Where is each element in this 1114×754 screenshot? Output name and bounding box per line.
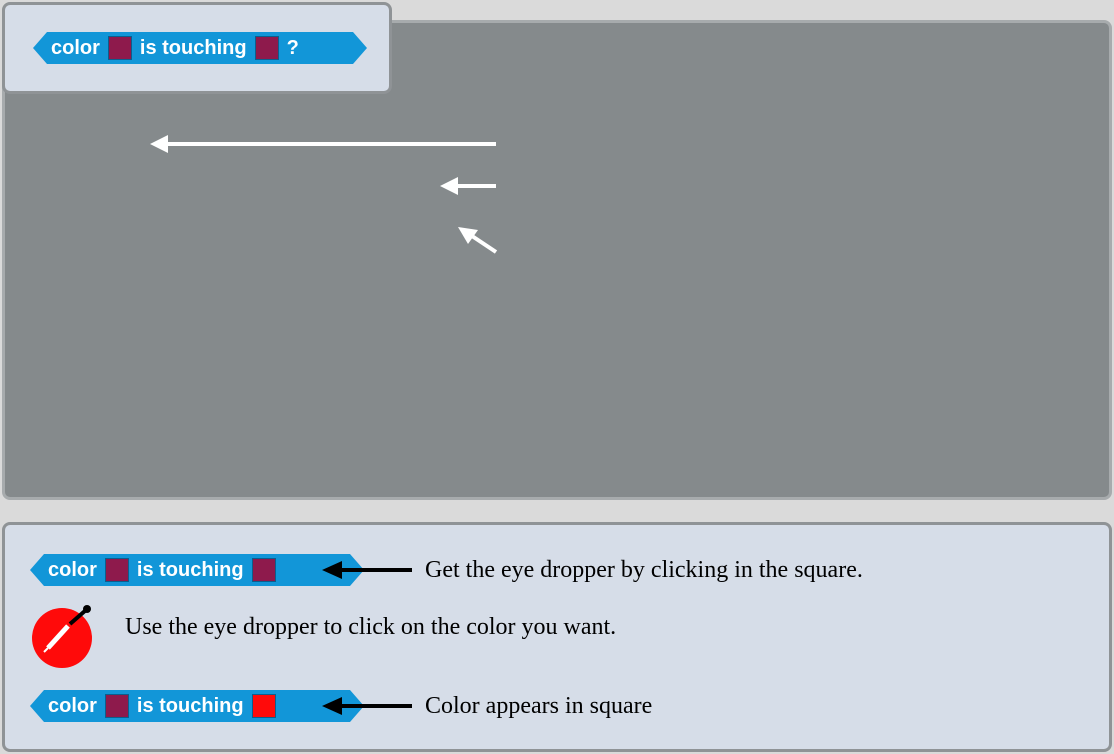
block-question: ? bbox=[286, 36, 299, 59]
step3-color-touching-block[interactable]: color is touching bbox=[30, 690, 364, 722]
step1-text: Get the eye dropper by clicking in the s… bbox=[425, 557, 863, 583]
color-swatch-a[interactable] bbox=[108, 36, 132, 60]
step1-arrow-icon bbox=[322, 561, 412, 579]
play-arrow-icon bbox=[458, 227, 498, 254]
step3-text: Color appears in square bbox=[425, 693, 653, 719]
block-word-color: color bbox=[48, 558, 97, 581]
color-touching-block[interactable]: color is touching ? bbox=[33, 32, 367, 64]
forever-arrow-icon bbox=[150, 135, 496, 153]
block-word-touching: is touching bbox=[136, 558, 244, 581]
step1-color-touching-block[interactable]: color is touching bbox=[30, 554, 364, 586]
title-card: color is touching ? bbox=[2, 2, 392, 94]
step3-arrow-icon bbox=[322, 697, 412, 715]
block-word-touching: is touching bbox=[136, 694, 244, 717]
if-arrow-icon bbox=[440, 177, 496, 195]
color-swatch-a[interactable] bbox=[105, 558, 129, 582]
block-word-color: color bbox=[48, 694, 97, 717]
color-swatch-a[interactable] bbox=[105, 694, 129, 718]
block-word-touching: is touching bbox=[139, 36, 247, 59]
color-swatch-b[interactable] bbox=[252, 694, 276, 718]
block-word-color: color bbox=[51, 36, 100, 59]
script-panel bbox=[2, 20, 1112, 500]
color-swatch-b[interactable] bbox=[255, 36, 279, 60]
eyedropper-icon[interactable] bbox=[30, 604, 96, 668]
color-swatch-b[interactable] bbox=[252, 558, 276, 582]
step2-text: Use the eye dropper to click on the colo… bbox=[125, 614, 617, 640]
